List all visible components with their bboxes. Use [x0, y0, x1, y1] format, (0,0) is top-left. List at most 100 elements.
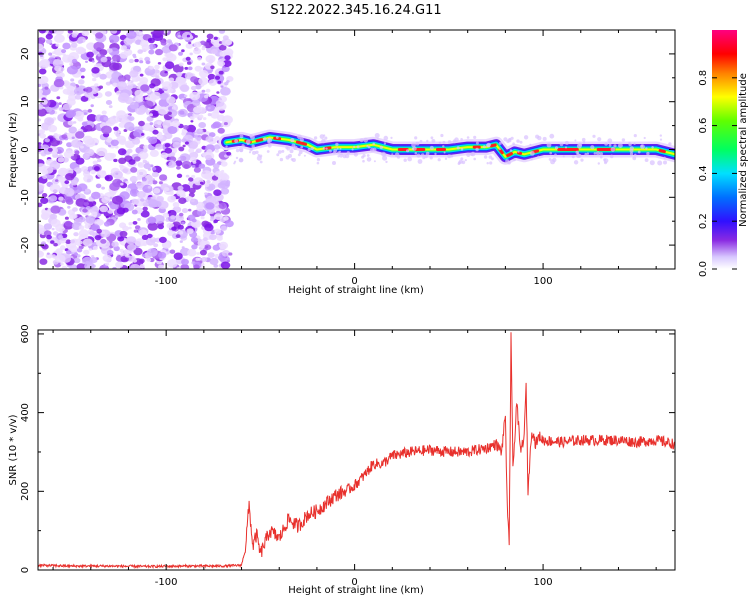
- noise-blob: [198, 163, 206, 169]
- noise-blob: [79, 67, 86, 73]
- noise-blob: [129, 263, 141, 269]
- ridge-speckle: [362, 154, 366, 158]
- ridge-speckle: [529, 151, 535, 156]
- noise-blob: [102, 254, 112, 262]
- noise-blob: [199, 181, 204, 185]
- ridge-speckle: [564, 146, 568, 149]
- noise-blob: [167, 111, 172, 116]
- ridge-speckle: [530, 157, 533, 161]
- noise-blob: [171, 226, 177, 231]
- noise-blob: [38, 118, 41, 122]
- ridge-speckle: [275, 136, 279, 139]
- ridge-speckle: [517, 150, 520, 153]
- noise-blob: [90, 169, 96, 175]
- noise-blob: [54, 48, 64, 56]
- noise-blob: [72, 207, 78, 212]
- noise-blob: [112, 195, 123, 205]
- ridge-speckle: [238, 157, 244, 163]
- ridge-speckle: [489, 161, 493, 165]
- noise-blob: [113, 158, 118, 163]
- noise-blob: [181, 49, 185, 53]
- colorbar: 0.0 0.2 0.4 0.6 0.8 Normalized spectral ampl…: [698, 30, 749, 277]
- noise-blob: [78, 225, 85, 230]
- noise-blob: [64, 216, 69, 220]
- noise-blob: [168, 77, 175, 82]
- noise-blob: [140, 84, 150, 92]
- noise-blob: [73, 87, 84, 96]
- spectrogram-ylabel: Frequency (Hz): [8, 112, 19, 188]
- noise-blob: [147, 222, 159, 231]
- noise-blob: [140, 198, 145, 202]
- noise-blob: [38, 68, 47, 75]
- noise-blob: [164, 187, 170, 192]
- ridge-speckle: [419, 139, 423, 143]
- noise-blob: [185, 42, 194, 49]
- noise-blob: [190, 76, 199, 83]
- noise-blob: [100, 56, 108, 63]
- ridge-speckle: [571, 155, 575, 159]
- ridge-speckle: [337, 151, 341, 154]
- noise-blob: [136, 86, 140, 89]
- ridge-speckle: [590, 145, 595, 150]
- noise-blob: [38, 30, 46, 34]
- ridge-speckle: [473, 135, 477, 139]
- noise-blob: [220, 161, 228, 167]
- ridge-speckle: [257, 153, 260, 157]
- noise-blob: [53, 242, 58, 247]
- noise-blob: [130, 80, 134, 83]
- ridge-speckle: [581, 137, 586, 142]
- snr-xtick-label: -100: [155, 577, 178, 588]
- ridge-speckle: [319, 134, 325, 140]
- noise-blob: [154, 64, 160, 70]
- noise-blob: [145, 60, 151, 65]
- noise-blob: [211, 216, 215, 219]
- noise-blob: [175, 160, 183, 167]
- noise-blob: [74, 252, 78, 256]
- noise-blob: [220, 225, 228, 231]
- snr-xlabel: Height of straight line (km): [288, 585, 424, 596]
- ridge-speckle: [226, 148, 229, 151]
- ridge-speckle: [593, 152, 597, 155]
- ridge-speckle: [510, 136, 514, 140]
- noise-blob: [201, 257, 208, 262]
- noise-blob: [94, 83, 99, 87]
- noise-blob: [178, 212, 184, 217]
- noise-blob: [159, 236, 167, 243]
- noise-blob: [181, 161, 192, 169]
- ridge-speckle: [233, 162, 236, 165]
- noise-blob: [58, 107, 64, 112]
- ridge-speckle: [385, 160, 388, 164]
- noise-blob: [185, 174, 190, 178]
- ridge-speckle: [663, 156, 666, 159]
- noise-blob: [162, 30, 169, 34]
- noise-blob: [176, 266, 182, 269]
- noise-blob: [201, 47, 206, 51]
- noise-blob: [178, 197, 187, 204]
- noise-blob: [213, 36, 218, 40]
- ridge-speckle: [297, 153, 301, 157]
- ridge-speckle: [345, 154, 350, 159]
- noise-blob: [44, 86, 49, 90]
- noise-blob: [204, 244, 212, 250]
- noise-blob: [226, 151, 232, 156]
- noise-blob: [107, 202, 112, 206]
- noise-blob: [219, 180, 231, 189]
- noise-blob: [171, 106, 176, 110]
- snr-ytick-label: 0: [20, 567, 31, 573]
- noise-blob: [60, 245, 66, 250]
- noise-blob: [69, 213, 77, 220]
- ridge-speckle: [632, 156, 637, 161]
- noise-blob: [115, 145, 119, 149]
- noise-blob: [147, 37, 155, 44]
- noise-blob: [67, 205, 71, 209]
- noise-blob: [179, 231, 184, 235]
- ridge-speckle: [460, 157, 464, 161]
- noise-blob: [54, 254, 66, 263]
- ridge-speckle: [613, 144, 617, 148]
- ridge-speckle: [415, 141, 420, 146]
- noise-blob: [129, 175, 138, 183]
- noise-blob: [61, 134, 68, 140]
- noise-blob: [70, 139, 82, 148]
- noise-blob: [124, 253, 130, 258]
- ridge-speckle: [634, 153, 637, 156]
